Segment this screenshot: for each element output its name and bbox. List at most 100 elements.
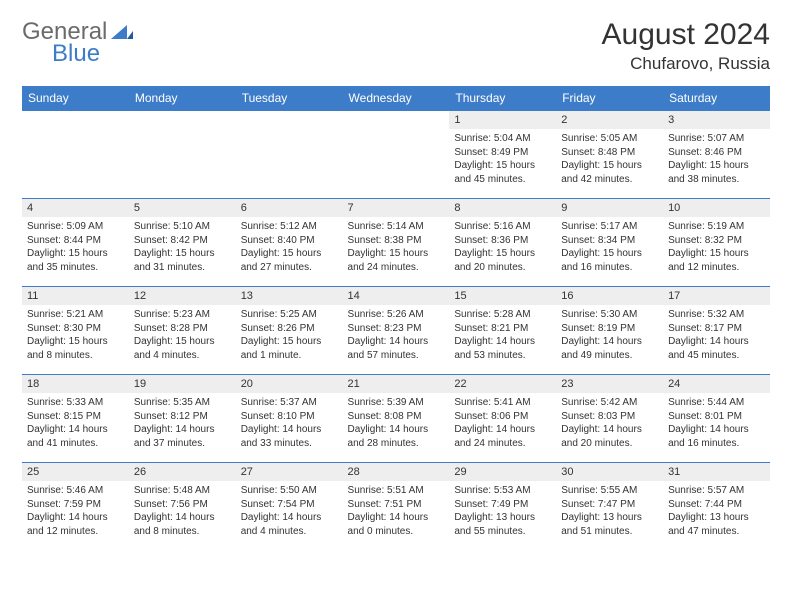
- calendar-day-cell: 11Sunrise: 5:21 AMSunset: 8:30 PMDayligh…: [22, 287, 129, 375]
- sunset-text: Sunset: 8:23 PM: [348, 322, 445, 336]
- daylight-text: Daylight: 14 hours and 4 minutes.: [241, 511, 338, 538]
- calendar-day-cell: 25Sunrise: 5:46 AMSunset: 7:59 PMDayligh…: [22, 463, 129, 551]
- calendar-day-cell: 21Sunrise: 5:39 AMSunset: 8:08 PMDayligh…: [343, 375, 450, 463]
- day-details: Sunrise: 5:33 AMSunset: 8:15 PMDaylight:…: [22, 393, 129, 454]
- sunset-text: Sunset: 8:17 PM: [668, 322, 765, 336]
- sunset-text: Sunset: 7:44 PM: [668, 498, 765, 512]
- day-number: 26: [129, 463, 236, 481]
- day-details: Sunrise: 5:37 AMSunset: 8:10 PMDaylight:…: [236, 393, 343, 454]
- day-number: 3: [663, 111, 770, 129]
- sunrise-text: Sunrise: 5:39 AM: [348, 396, 445, 410]
- sunset-text: Sunset: 7:51 PM: [348, 498, 445, 512]
- daylight-text: Daylight: 15 hours and 45 minutes.: [454, 159, 551, 186]
- sunset-text: Sunset: 8:10 PM: [241, 410, 338, 424]
- calendar-table: Sunday Monday Tuesday Wednesday Thursday…: [22, 86, 770, 551]
- title-block: August 2024 Chufarovo, Russia: [602, 18, 770, 74]
- month-title: August 2024: [602, 18, 770, 52]
- daylight-text: Daylight: 13 hours and 51 minutes.: [561, 511, 658, 538]
- calendar-day-cell: 10Sunrise: 5:19 AMSunset: 8:32 PMDayligh…: [663, 199, 770, 287]
- sunset-text: Sunset: 7:47 PM: [561, 498, 658, 512]
- day-details: Sunrise: 5:30 AMSunset: 8:19 PMDaylight:…: [556, 305, 663, 366]
- sunset-text: Sunset: 8:38 PM: [348, 234, 445, 248]
- daylight-text: Daylight: 14 hours and 24 minutes.: [454, 423, 551, 450]
- daylight-text: Daylight: 15 hours and 20 minutes.: [454, 247, 551, 274]
- calendar-day-cell: 13Sunrise: 5:25 AMSunset: 8:26 PMDayligh…: [236, 287, 343, 375]
- calendar-day-cell: 3Sunrise: 5:07 AMSunset: 8:46 PMDaylight…: [663, 111, 770, 199]
- sunset-text: Sunset: 8:06 PM: [454, 410, 551, 424]
- calendar-day-cell: 31Sunrise: 5:57 AMSunset: 7:44 PMDayligh…: [663, 463, 770, 551]
- sunset-text: Sunset: 8:08 PM: [348, 410, 445, 424]
- daylight-text: Daylight: 15 hours and 12 minutes.: [668, 247, 765, 274]
- day-details: Sunrise: 5:21 AMSunset: 8:30 PMDaylight:…: [22, 305, 129, 366]
- day-details: Sunrise: 5:04 AMSunset: 8:49 PMDaylight:…: [449, 129, 556, 190]
- sunset-text: Sunset: 7:59 PM: [27, 498, 124, 512]
- calendar-page: General August 2024 Chufarovo, Russia Bl…: [0, 0, 792, 569]
- day-details: Sunrise: 5:51 AMSunset: 7:51 PMDaylight:…: [343, 481, 450, 542]
- sunrise-text: Sunrise: 5:25 AM: [241, 308, 338, 322]
- sunset-text: Sunset: 8:48 PM: [561, 146, 658, 160]
- sunrise-text: Sunrise: 5:28 AM: [454, 308, 551, 322]
- calendar-day-cell: 8Sunrise: 5:16 AMSunset: 8:36 PMDaylight…: [449, 199, 556, 287]
- day-number: 27: [236, 463, 343, 481]
- day-number: 30: [556, 463, 663, 481]
- sunrise-text: Sunrise: 5:53 AM: [454, 484, 551, 498]
- day-number: 21: [343, 375, 450, 393]
- calendar-day-cell: 17Sunrise: 5:32 AMSunset: 8:17 PMDayligh…: [663, 287, 770, 375]
- sunrise-text: Sunrise: 5:37 AM: [241, 396, 338, 410]
- day-details: Sunrise: 5:10 AMSunset: 8:42 PMDaylight:…: [129, 217, 236, 278]
- daylight-text: Daylight: 15 hours and 42 minutes.: [561, 159, 658, 186]
- sunrise-text: Sunrise: 5:05 AM: [561, 132, 658, 146]
- daylight-text: Daylight: 14 hours and 33 minutes.: [241, 423, 338, 450]
- sunset-text: Sunset: 8:26 PM: [241, 322, 338, 336]
- calendar-day-cell: 15Sunrise: 5:28 AMSunset: 8:21 PMDayligh…: [449, 287, 556, 375]
- sunrise-text: Sunrise: 5:12 AM: [241, 220, 338, 234]
- calendar-day-cell: 20Sunrise: 5:37 AMSunset: 8:10 PMDayligh…: [236, 375, 343, 463]
- day-number: 8: [449, 199, 556, 217]
- logo-text-blue: Blue: [52, 40, 100, 67]
- sunrise-text: Sunrise: 5:09 AM: [27, 220, 124, 234]
- calendar-day-cell: 14Sunrise: 5:26 AMSunset: 8:23 PMDayligh…: [343, 287, 450, 375]
- calendar-day-cell: 26Sunrise: 5:48 AMSunset: 7:56 PMDayligh…: [129, 463, 236, 551]
- day-details: Sunrise: 5:44 AMSunset: 8:01 PMDaylight:…: [663, 393, 770, 454]
- sunset-text: Sunset: 8:36 PM: [454, 234, 551, 248]
- weekday-header: Tuesday: [236, 86, 343, 111]
- sunset-text: Sunset: 8:32 PM: [668, 234, 765, 248]
- calendar-day-cell: 23Sunrise: 5:42 AMSunset: 8:03 PMDayligh…: [556, 375, 663, 463]
- day-details: Sunrise: 5:14 AMSunset: 8:38 PMDaylight:…: [343, 217, 450, 278]
- day-details: Sunrise: 5:12 AMSunset: 8:40 PMDaylight:…: [236, 217, 343, 278]
- sunrise-text: Sunrise: 5:50 AM: [241, 484, 338, 498]
- daylight-text: Daylight: 14 hours and 16 minutes.: [668, 423, 765, 450]
- calendar-day-cell: [129, 111, 236, 199]
- sunrise-text: Sunrise: 5:48 AM: [134, 484, 231, 498]
- sunrise-text: Sunrise: 5:21 AM: [27, 308, 124, 322]
- day-details: Sunrise: 5:26 AMSunset: 8:23 PMDaylight:…: [343, 305, 450, 366]
- calendar-day-cell: 1Sunrise: 5:04 AMSunset: 8:49 PMDaylight…: [449, 111, 556, 199]
- weekday-header: Friday: [556, 86, 663, 111]
- day-details: Sunrise: 5:35 AMSunset: 8:12 PMDaylight:…: [129, 393, 236, 454]
- day-number: 12: [129, 287, 236, 305]
- day-number: 29: [449, 463, 556, 481]
- sunset-text: Sunset: 7:49 PM: [454, 498, 551, 512]
- calendar-day-cell: 24Sunrise: 5:44 AMSunset: 8:01 PMDayligh…: [663, 375, 770, 463]
- sunrise-text: Sunrise: 5:42 AM: [561, 396, 658, 410]
- day-number: 5: [129, 199, 236, 217]
- day-number: 17: [663, 287, 770, 305]
- daylight-text: Daylight: 14 hours and 8 minutes.: [134, 511, 231, 538]
- daylight-text: Daylight: 15 hours and 1 minute.: [241, 335, 338, 362]
- daylight-text: Daylight: 15 hours and 27 minutes.: [241, 247, 338, 274]
- daylight-text: Daylight: 14 hours and 45 minutes.: [668, 335, 765, 362]
- day-details: Sunrise: 5:28 AMSunset: 8:21 PMDaylight:…: [449, 305, 556, 366]
- sunrise-text: Sunrise: 5:30 AM: [561, 308, 658, 322]
- sunset-text: Sunset: 8:44 PM: [27, 234, 124, 248]
- daylight-text: Daylight: 14 hours and 0 minutes.: [348, 511, 445, 538]
- day-number: 15: [449, 287, 556, 305]
- sunrise-text: Sunrise: 5:10 AM: [134, 220, 231, 234]
- calendar-head: Sunday Monday Tuesday Wednesday Thursday…: [22, 86, 770, 111]
- day-number: 23: [556, 375, 663, 393]
- sunset-text: Sunset: 8:19 PM: [561, 322, 658, 336]
- sunrise-text: Sunrise: 5:04 AM: [454, 132, 551, 146]
- sunset-text: Sunset: 7:54 PM: [241, 498, 338, 512]
- daylight-text: Daylight: 14 hours and 53 minutes.: [454, 335, 551, 362]
- calendar-day-cell: 12Sunrise: 5:23 AMSunset: 8:28 PMDayligh…: [129, 287, 236, 375]
- calendar-week-row: 11Sunrise: 5:21 AMSunset: 8:30 PMDayligh…: [22, 287, 770, 375]
